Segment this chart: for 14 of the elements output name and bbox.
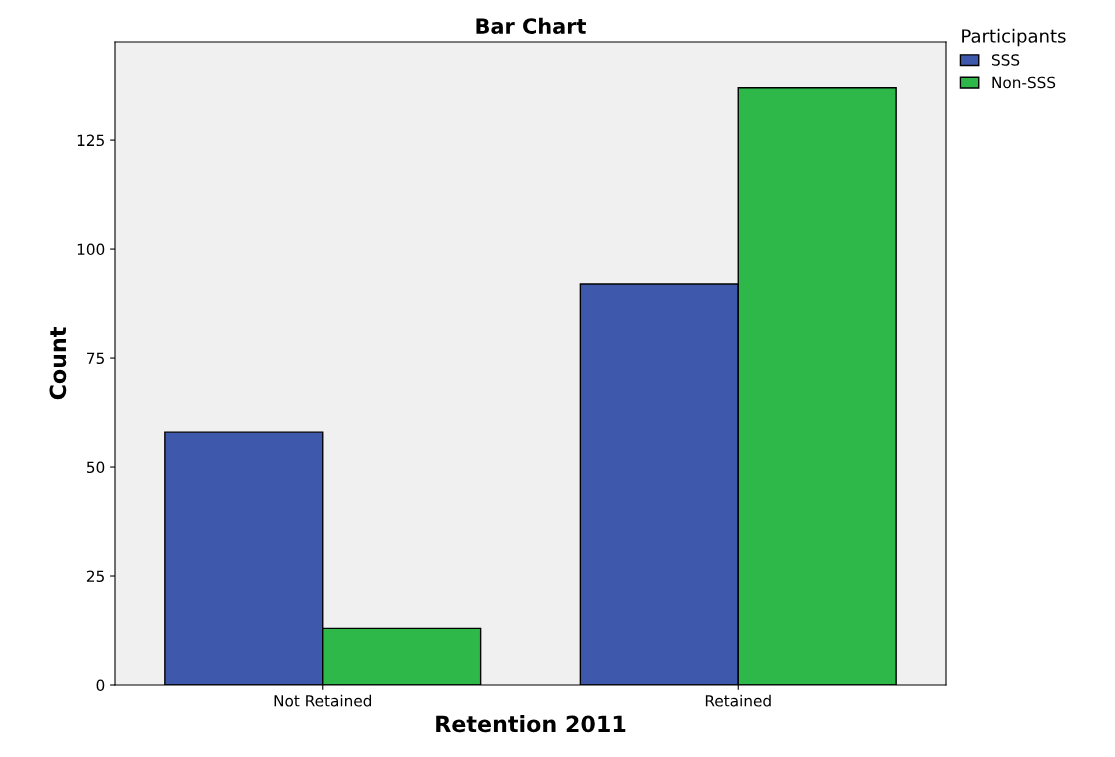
x-tick-label: Not Retained: [274, 694, 372, 707]
y-tick-label: 0: [96, 679, 105, 692]
x-tick-label: Retained: [705, 694, 771, 707]
y-tick-label: 25: [86, 570, 104, 583]
legend-label: Non-SSS: [992, 76, 1056, 89]
y-tick-label: 75: [87, 352, 104, 365]
y-axis-title: Count: [49, 327, 67, 400]
x-axis-title: Retention 2011: [436, 715, 626, 733]
chart-title: Bar Chart: [476, 17, 586, 34]
y-tick-label: 125: [77, 134, 104, 147]
y-tick-label: 100: [77, 243, 105, 256]
legend-title: Participants: [962, 28, 1066, 47]
y-tick-label: 50: [87, 461, 105, 474]
legend-label: SSS: [991, 54, 1020, 66]
